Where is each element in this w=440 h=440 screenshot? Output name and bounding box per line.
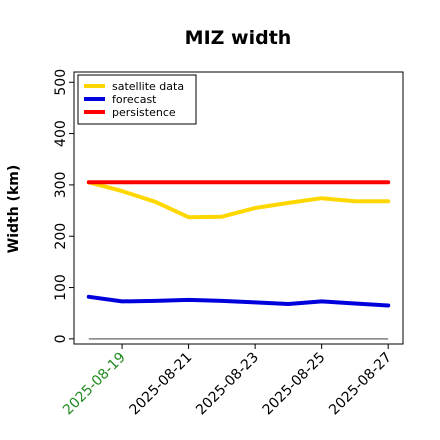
- y-axis-label: Width (km): [6, 165, 22, 254]
- plot-area-frame: [73, 71, 404, 345]
- series-line-forecast: [86, 294, 391, 308]
- y-axis: 0 100 200 300 400 500: [53, 69, 74, 343]
- y-tick-label: 200: [53, 223, 69, 250]
- y-tick-label: 500: [53, 69, 69, 96]
- y-tick-label: 0: [53, 334, 69, 343]
- legend-label: persistence: [112, 106, 176, 119]
- x-tick-label: 2025-08-25: [260, 350, 329, 419]
- legend-label: satellite data: [112, 80, 184, 93]
- x-tick-label: 2025-08-19: [60, 350, 129, 419]
- chart-title: MIZ width: [185, 27, 292, 49]
- y-tick-label: 400: [53, 120, 69, 147]
- x-tick-label: 2025-08-23: [193, 350, 262, 419]
- x-tick-label: 2025-08-21: [127, 350, 196, 419]
- y-tick-label: 300: [53, 172, 69, 199]
- x-tick-label: 2025-08-27: [326, 350, 395, 419]
- legend-label: forecast: [112, 93, 157, 106]
- series-line-satellite-data: [86, 180, 391, 220]
- series-layer: [86, 180, 391, 308]
- x-axis: 2025-08-192025-08-212025-08-232025-08-25…: [60, 344, 395, 418]
- y-tick-label: 100: [53, 274, 69, 301]
